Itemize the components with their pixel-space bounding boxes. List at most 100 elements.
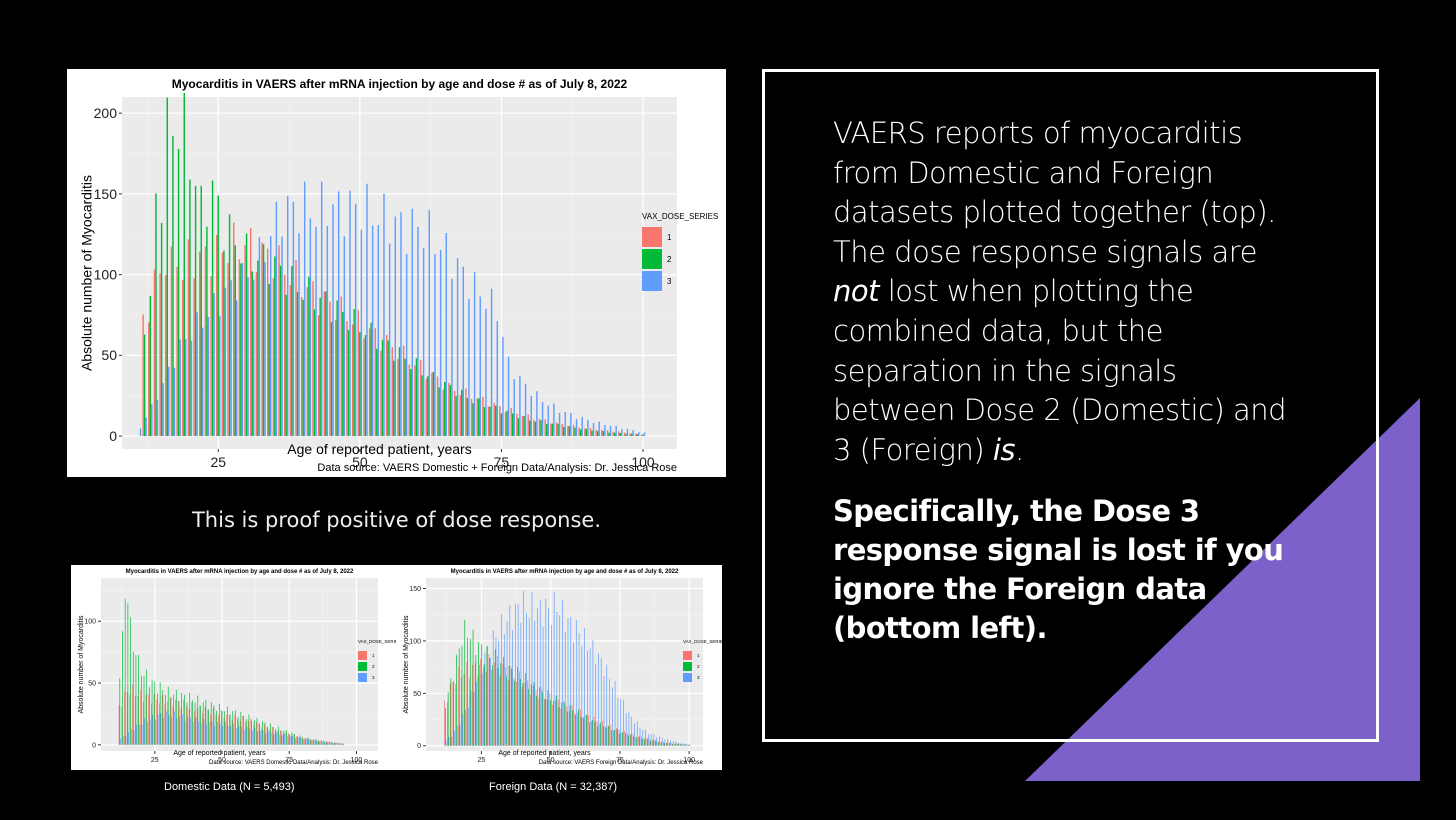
bar-dose-1 [455,684,457,746]
bar-dose-2 [492,665,493,746]
bar-dose-1 [269,729,271,745]
bar-dose-1 [331,741,332,745]
bar-dose-1 [431,372,433,437]
bar-dose-1 [212,707,214,745]
bar-dose-1 [272,727,273,745]
bar-dose-1 [249,227,252,437]
bar-dose-3 [275,201,278,437]
bar-dose-2 [539,687,540,746]
bar-dose-3 [281,735,283,745]
bar-dose-2 [663,742,665,746]
bar-dose-3 [157,714,159,745]
bar-dose-1 [204,246,207,437]
bar-dose-3 [329,742,331,745]
bar-dose-2 [326,742,328,745]
bar-dose-1 [560,708,562,746]
bar-dose-2 [251,271,253,437]
bar-dose-3 [324,742,326,745]
bar-dose-2 [410,369,412,437]
bar-dose-2 [464,619,466,746]
bar-dose-2 [630,433,633,437]
bar-dose-3 [562,600,563,746]
legend-title: VAX_DOSE_SERIES [642,212,718,221]
bar-dose-1 [385,334,388,437]
bar-dose-1 [210,276,212,437]
bar-dose-2 [432,371,435,437]
bar-dose-2 [194,185,197,437]
bar-dose-1 [304,738,305,745]
bar-dose-2 [172,135,174,437]
bar-dose-1 [640,434,643,437]
bar-dose-3 [686,744,688,746]
legend-swatch-dose-3 [358,673,367,682]
bar-dose-2 [652,740,654,746]
bar-dose-3 [520,622,522,746]
bar-dose-2 [508,665,510,746]
bar-dose-1 [505,667,506,746]
y-tick-label: 50 [413,691,421,698]
bar-dose-1 [613,730,614,746]
bar-dose-1 [574,712,576,746]
bar-dose-3 [595,664,597,746]
bar-dose-2 [376,348,378,437]
bar-dose-3 [445,232,447,437]
bar-dose-1 [685,744,686,746]
bar-dose-1 [182,280,184,437]
bar-dose-1 [266,727,268,745]
bar-dose-3 [213,293,215,437]
bar-dose-1 [215,714,217,745]
bar-dose-2 [633,736,635,746]
para1-line: lost when plotting the [879,274,1194,309]
bar-dose-1 [357,310,360,437]
x-axis-label: Age of reported patient, years [498,750,591,757]
bar-dose-1 [516,681,518,746]
bar-dose-2 [308,276,310,437]
bar-dose-2 [575,714,576,746]
bar-dose-1 [555,422,558,437]
para1-line: between Dose 2 (Domestic) and [833,393,1287,428]
bar-dose-1 [204,707,206,745]
x-tick-label: 100 [631,454,655,470]
bar-dose-3 [253,279,255,437]
bar-dose-3 [512,630,513,746]
bar-dose-2 [291,732,293,745]
bar-dose-1 [477,676,479,746]
bar-dose-2 [611,730,612,746]
bar-dose-3 [614,681,616,746]
bar-dose-2 [494,649,496,746]
bar-dose-2 [404,358,406,437]
bar-dose-3 [620,698,621,746]
explanation-box [762,69,1379,742]
bar-dose-3 [465,710,466,746]
bar-dose-3 [553,403,555,437]
legend-title: VAX_DOSE_SERIES [683,639,722,644]
bar-dose-3 [292,201,295,437]
bar-dose-2 [627,735,629,746]
bar-dose-3 [598,421,600,437]
bar-dose-3 [689,744,691,746]
x-tick-label: 25 [210,454,226,470]
bar-dose-2 [449,385,452,437]
bar-dose-1 [159,703,160,745]
bar-dose-3 [400,212,402,437]
para2-line: response signal is lost if you [833,533,1284,568]
bar-dose-3 [315,226,317,437]
bar-dose-1 [671,743,673,746]
bar-dose-3 [451,278,453,437]
bar-dose-1 [549,693,551,746]
bar-dose-2 [636,434,639,437]
bar-dose-2 [550,700,551,746]
bar-dose-2 [132,651,134,745]
bar-dose-2 [285,294,287,437]
bar-dose-1 [541,688,542,746]
bar-dose-1 [336,742,338,745]
bar-dose-1 [502,663,504,746]
bar-dose-2 [283,730,285,745]
bar-dose-2 [472,629,474,746]
bar-dose-2 [296,736,298,745]
bar-dose-2 [466,398,469,437]
bar-dose-2 [566,711,568,746]
bar-dose-1 [121,706,123,745]
bar-dose-3 [539,600,541,746]
